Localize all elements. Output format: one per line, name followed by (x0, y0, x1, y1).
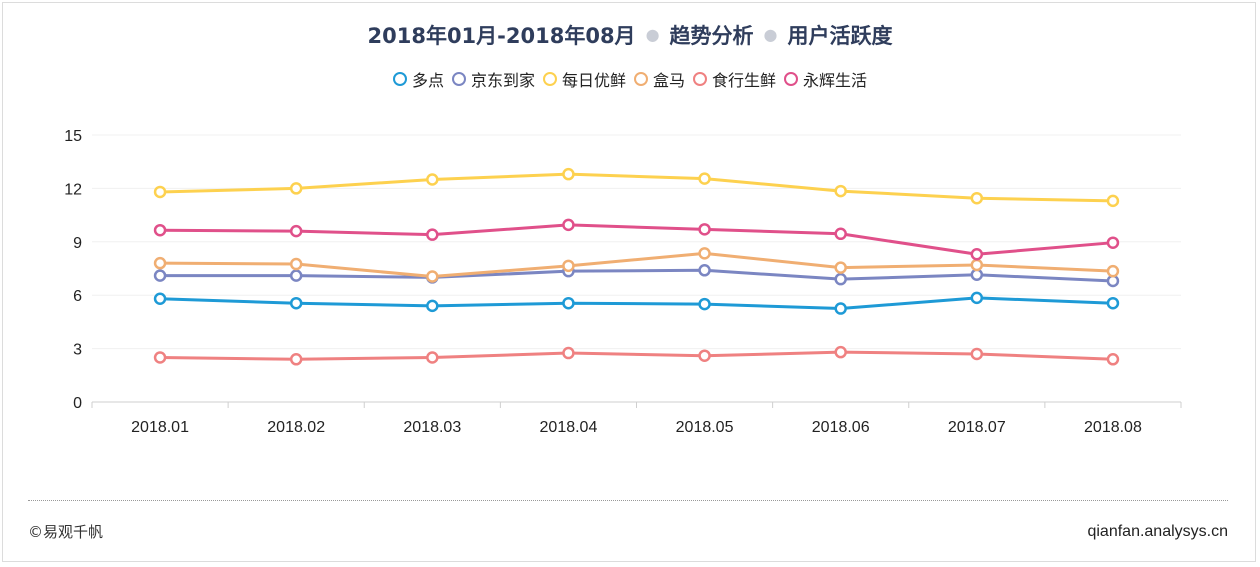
data-point (1106, 274, 1120, 288)
legend-item[interactable]: 京东到家 (451, 67, 535, 91)
legend-marker-icon (634, 72, 648, 86)
series-line (160, 172, 1113, 203)
data-point (289, 182, 303, 195)
y-tick-label: 0 (73, 395, 82, 412)
data-point (698, 223, 711, 236)
data-point (970, 291, 984, 305)
data-point (153, 256, 167, 270)
data-point (289, 257, 303, 271)
y-tick-label: 3 (73, 342, 82, 359)
data-point (289, 269, 303, 282)
data-point (153, 269, 167, 282)
data-point (426, 173, 439, 186)
legend-marker-icon (784, 72, 799, 86)
legend-label: 永辉生活 (803, 71, 868, 90)
data-point (698, 297, 711, 311)
data-point (834, 345, 847, 359)
data-point (426, 351, 439, 364)
legend-item[interactable]: 永辉生活 (784, 67, 867, 91)
data-point (426, 299, 439, 313)
data-point (289, 224, 303, 238)
data-point (834, 302, 847, 315)
data-point (562, 346, 575, 360)
x-tick-label: 2018.04 (540, 419, 598, 436)
data-point (970, 268, 984, 281)
title-section: 趋势分析 (669, 24, 754, 48)
data-point (834, 184, 847, 198)
legend-marker-icon (451, 72, 466, 86)
data-point (1106, 236, 1120, 249)
data-point (698, 172, 711, 185)
series-line (160, 350, 1113, 361)
legend: 多点 京东到家 每日优鲜 盒马 食行生鲜 永辉生活 (0, 67, 1260, 91)
legend-label: 食行生鲜 (712, 71, 777, 90)
data-point (562, 167, 575, 181)
legend-label: 多点 (411, 71, 444, 90)
title-metric: 用户活跃度 (787, 24, 893, 48)
x-tick-label: 2018.07 (948, 419, 1006, 436)
data-point (970, 347, 984, 361)
title-separator: ● (645, 25, 660, 44)
data-point (153, 185, 167, 199)
legend-item[interactable]: 食行生鲜 (693, 67, 776, 91)
data-point (289, 353, 303, 366)
data-point (1106, 296, 1120, 310)
data-point (698, 247, 711, 260)
site-url: qianfan.analysys.cn (1087, 523, 1228, 540)
data-point (153, 351, 167, 364)
data-point (970, 258, 984, 272)
y-tick-label: 9 (73, 235, 82, 252)
series-line (160, 268, 1114, 283)
series-line (160, 251, 1114, 279)
legend-item[interactable]: 盒马 (634, 67, 685, 91)
data-point (698, 264, 711, 277)
x-tick-label: 2018.01 (131, 419, 189, 436)
legend-label: 每日优鲜 (561, 71, 626, 90)
footer-divider (28, 500, 1228, 501)
data-point (970, 191, 984, 205)
legend-marker-icon (542, 72, 557, 86)
data-point (426, 270, 439, 283)
y-tick-label: 12 (64, 181, 82, 198)
data-point (153, 223, 167, 237)
legend-label: 京东到家 (470, 71, 535, 90)
x-tick-label: 2018.05 (676, 419, 734, 436)
legend-item[interactable]: 多点 (392, 67, 444, 91)
y-tick-label: 15 (64, 128, 82, 145)
data-point (153, 292, 167, 306)
series-line (160, 296, 1113, 311)
legend-label: 盒马 (653, 71, 686, 90)
legend-marker-icon (693, 72, 708, 86)
data-point (1106, 353, 1120, 366)
data-point (289, 296, 303, 310)
x-tick-label: 2018.02 (267, 419, 325, 436)
x-tick-label: 2018.06 (812, 419, 870, 436)
data-point (698, 349, 711, 362)
data-point (970, 248, 984, 261)
series-line (160, 223, 1114, 256)
title-date-range: 2018年01月-2018年08月 (367, 24, 636, 48)
chart-title: 2018年01月-2018年08月 ● 趋势分析 ● 用户活跃度 (0, 20, 1260, 50)
data-point (562, 259, 575, 273)
data-point (1106, 264, 1120, 278)
data-point (1106, 194, 1120, 208)
title-separator: ● (763, 25, 778, 44)
data-point (834, 227, 847, 241)
y-tick-label: 6 (73, 288, 82, 305)
data-point (562, 218, 575, 232)
legend-marker-icon (392, 72, 407, 86)
x-tick-label: 2018.08 (1084, 419, 1142, 436)
data-point (834, 261, 847, 274)
data-point (562, 296, 575, 310)
data-point (834, 272, 847, 286)
data-point (426, 228, 439, 241)
copyright-text: ©易观千帆 (28, 523, 104, 541)
legend-item[interactable]: 每日优鲜 (542, 67, 626, 91)
x-tick-label: 2018.03 (403, 419, 461, 436)
